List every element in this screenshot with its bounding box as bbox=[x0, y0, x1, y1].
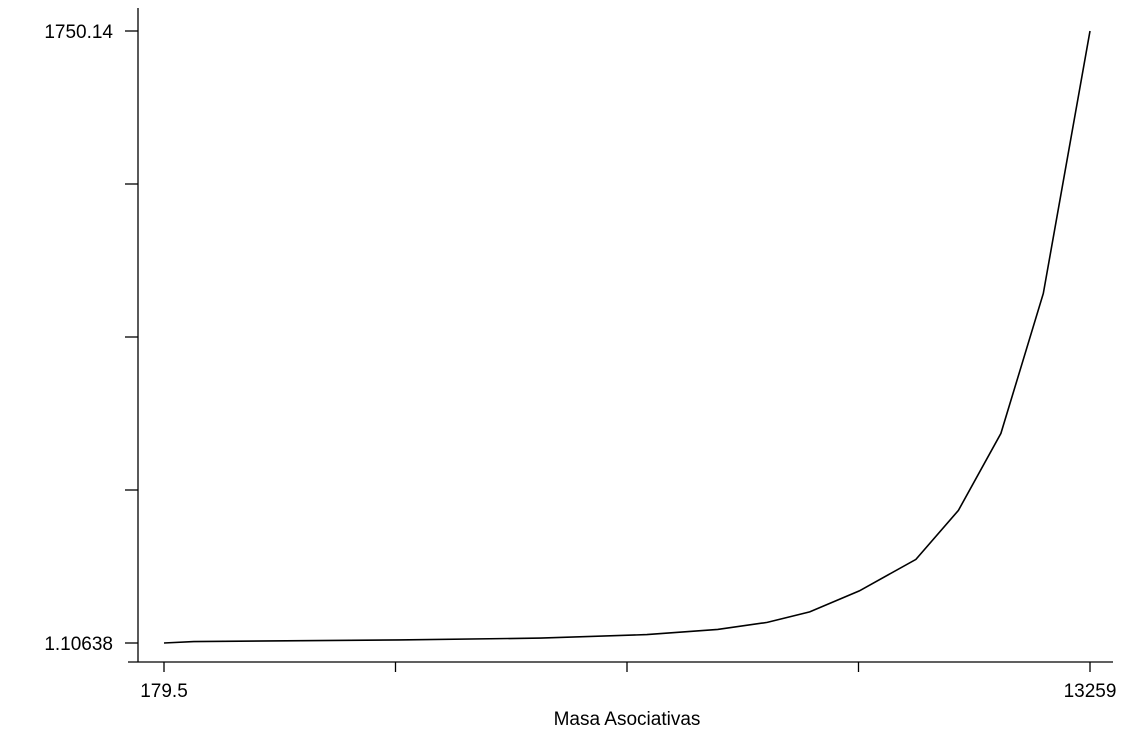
x-tick-label: 179.5 bbox=[140, 681, 188, 702]
ticks bbox=[125, 30, 1091, 672]
x-axis-label: Masa Asociativas bbox=[554, 709, 701, 730]
axes bbox=[128, 8, 1113, 663]
x-tick-label: 13259 bbox=[1064, 681, 1117, 702]
series-line bbox=[163, 30, 1091, 644]
tick-labels: 179.5 13259 1.10638 1750.14 bbox=[44, 22, 1116, 702]
y-tick-label: 1750.14 bbox=[44, 22, 113, 43]
y-tick-label: 1.10638 bbox=[44, 634, 113, 655]
series-group bbox=[163, 30, 1091, 644]
